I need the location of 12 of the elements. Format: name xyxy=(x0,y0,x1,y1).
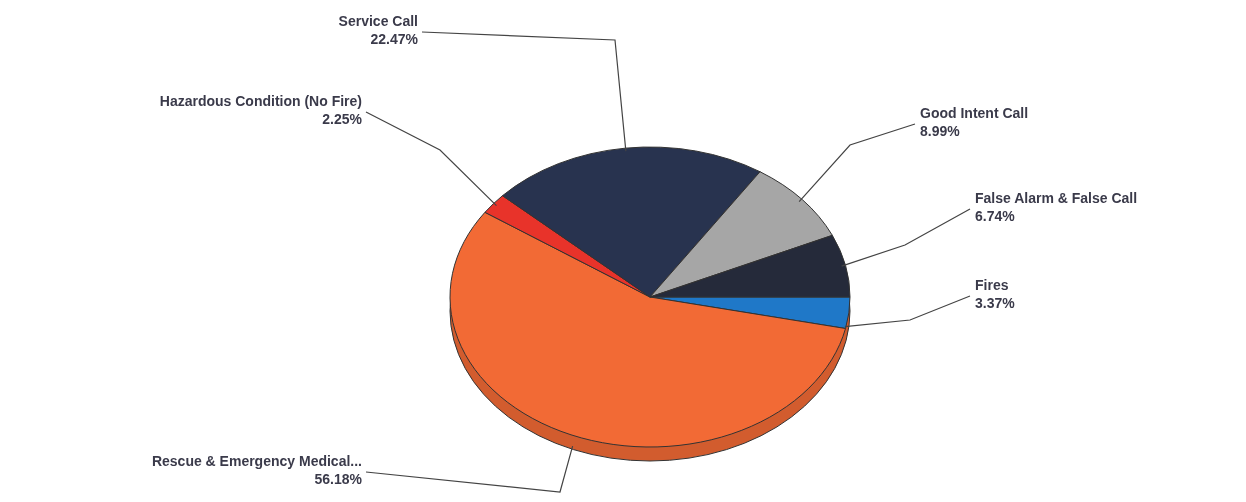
data-label: 2.25% xyxy=(322,111,363,127)
data-label: 6.74% xyxy=(975,208,1016,224)
slice-label: False Alarm & False Call xyxy=(975,190,1138,206)
data-label: 8.99% xyxy=(920,123,961,139)
data-label: 22.47% xyxy=(370,31,419,47)
slice-label: Service Call xyxy=(338,13,418,29)
slice-label: Rescue & Emergency Medical... xyxy=(151,453,362,469)
slice-label: Fires xyxy=(975,277,1009,293)
data-label: 56.18% xyxy=(314,471,363,487)
slice-label: Hazardous Condition (No Fire) xyxy=(159,93,362,109)
data-label: 3.37% xyxy=(975,295,1016,311)
slice-label: Good Intent Call xyxy=(920,105,1029,121)
